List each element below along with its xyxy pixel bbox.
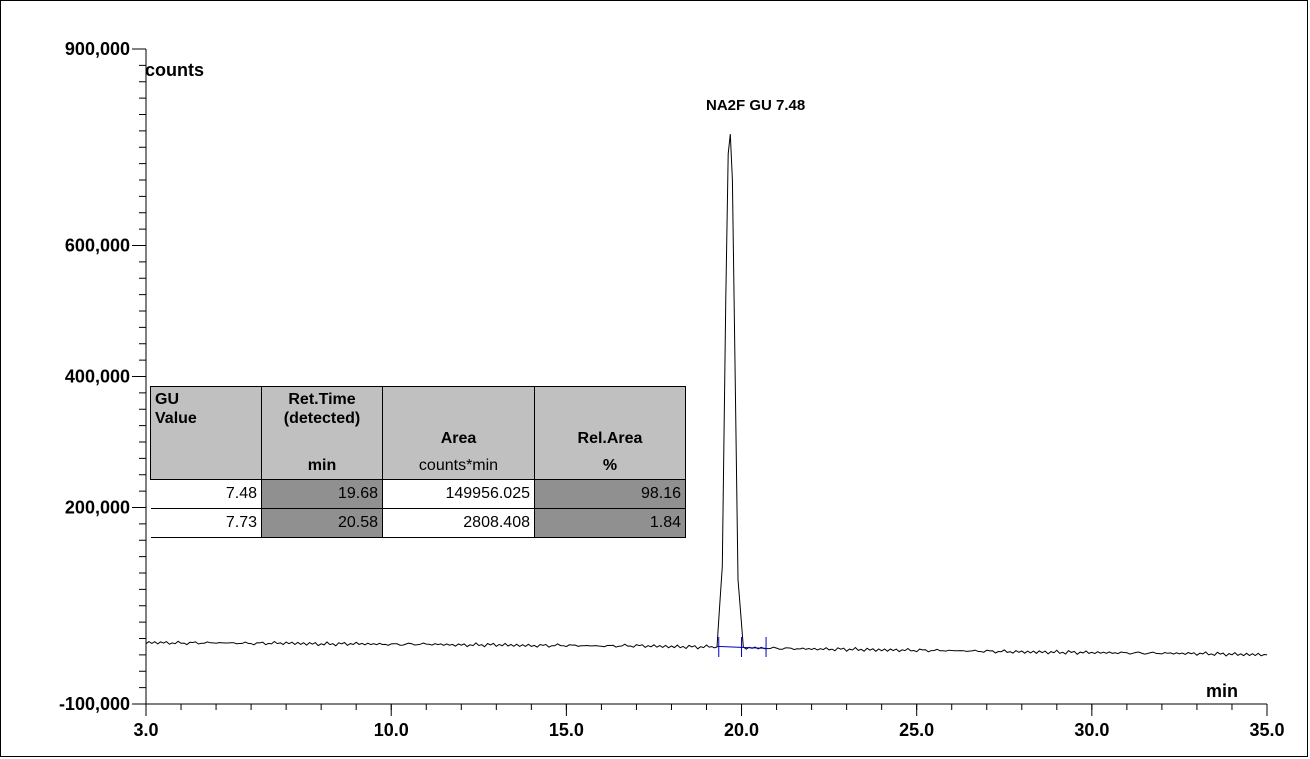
x-tick-label: 15.0 (549, 720, 584, 740)
series-group (145, 134, 1268, 658)
x-tick-label: 35.0 (1249, 720, 1284, 740)
header-rel-area-label: Rel.Area (577, 429, 643, 447)
y-tick-label: 200,000 (65, 498, 130, 518)
header-rel-area: Rel.Area (534, 386, 686, 454)
header-area-label: Area (440, 429, 477, 447)
y-axis-unit-label: counts (145, 60, 204, 80)
header-gu-value: GU Value (150, 386, 262, 454)
x-axis: 3.0 10.0 15.0 20.0 25.0 30.0 35.0 (133, 703, 1285, 740)
header-ret-line1: Ret.Time (288, 391, 356, 408)
header-ret-line2: (detected) (283, 410, 361, 427)
y-tick-label: 400,000 (65, 367, 130, 387)
unit-ret-time: min (261, 453, 383, 480)
cell-gu: 7.73 (150, 508, 262, 538)
peak-annotation: NA2F GU 7.48 (706, 97, 805, 114)
y-tick-label: -100,000 (59, 694, 130, 714)
series-line-0 (145, 134, 1268, 657)
x-tick-label: 10.0 (374, 720, 409, 740)
header-ret-time: Ret.Time (detected) (261, 386, 383, 454)
table-row: 7.48 19.68 149956.025 98.16 (150, 479, 686, 509)
cell-area: 2808.408 (382, 508, 535, 538)
x-tick-label: 20.0 (724, 720, 759, 740)
cell-rel-area: 98.16 (534, 479, 686, 509)
x-axis-unit-label: min (1206, 681, 1238, 701)
header-area: Area (382, 386, 535, 454)
cell-ret-time: 20.58 (261, 508, 383, 538)
x-tick-label: 3.0 (133, 720, 158, 740)
unit-area: counts*min (382, 453, 535, 480)
table-row: 7.73 20.58 2808.408 1.84 (150, 508, 686, 538)
y-axis: 900,000 600,000 400,000 200,000 -100,000 (59, 39, 147, 714)
cell-rel-area: 1.84 (534, 508, 686, 538)
y-tick-label: 900,000 (65, 39, 130, 59)
header-gu-line1: GU (155, 391, 179, 408)
peak-table: GU Value Ret.Time (detected) Area Rel.Ar… (150, 386, 686, 538)
cell-gu: 7.48 (150, 479, 262, 509)
x-tick-label: 30.0 (1074, 720, 1109, 740)
unit-rel-area: % (534, 453, 686, 480)
cell-area: 149956.025 (382, 479, 535, 509)
unit-gu (150, 453, 262, 480)
y-tick-label: 600,000 (65, 236, 130, 256)
cell-ret-time: 19.68 (261, 479, 383, 509)
x-tick-label: 25.0 (899, 720, 934, 740)
header-gu-line2: Value (155, 410, 197, 427)
